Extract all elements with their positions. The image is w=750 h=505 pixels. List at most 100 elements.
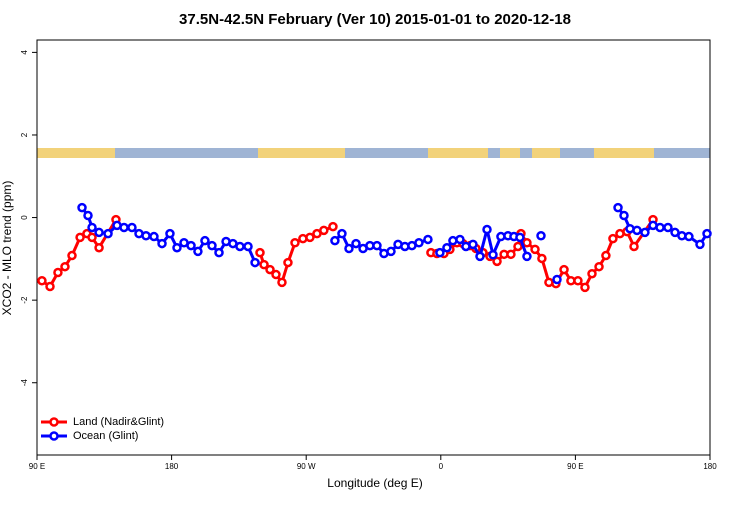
data-point (277, 277, 287, 288)
chart-title: 37.5N-42.5N February (Ver 10) 2015-01-01… (179, 11, 571, 28)
data-point (372, 240, 382, 251)
data-point (94, 242, 104, 253)
data-point (94, 227, 104, 238)
data-point (640, 227, 650, 238)
data-point (243, 241, 253, 252)
data-point (455, 234, 465, 245)
x-tick-label: 0 (439, 462, 444, 471)
data-point (250, 257, 260, 268)
data-point (702, 228, 712, 239)
data-point (193, 246, 203, 257)
x-tick-label: 180 (703, 462, 717, 471)
data-point (482, 224, 492, 235)
data-point (259, 259, 269, 270)
data-point (506, 249, 516, 260)
data-point (60, 261, 70, 272)
data-point (684, 231, 694, 242)
data-point (165, 228, 175, 239)
data-point (344, 243, 354, 254)
data-point (45, 281, 55, 292)
plot-frame (36, 39, 711, 456)
x-tick-label: 180 (165, 462, 179, 471)
data-point (172, 242, 182, 253)
data-point (283, 257, 293, 268)
data-point (200, 235, 210, 246)
data-point (235, 241, 245, 252)
y-tick-label: 4 (20, 50, 29, 55)
data-point (337, 228, 347, 239)
data-point (655, 222, 665, 233)
data-point (157, 238, 167, 249)
data-point (328, 221, 338, 232)
data-point (492, 256, 502, 267)
data-point (601, 250, 611, 261)
data-point (608, 233, 618, 244)
legend-label: Land (Nadir&Glint) (73, 416, 164, 428)
y-tick-label: 0 (20, 215, 29, 220)
data-point (414, 238, 424, 248)
data-point (119, 222, 129, 233)
data-point (386, 246, 396, 257)
y-tick-label: 2 (20, 132, 29, 137)
data-point (330, 235, 340, 246)
data-point (255, 247, 265, 258)
data-point (619, 210, 629, 221)
y-tick-label: -4 (20, 379, 29, 387)
data-point (186, 240, 196, 251)
x-tick-label: 90 E (29, 462, 45, 471)
data-point (613, 202, 623, 213)
data-point (87, 232, 97, 243)
data-point (423, 234, 433, 245)
data-point (53, 267, 63, 278)
data-point (67, 250, 77, 261)
data-point (442, 242, 452, 253)
legend-label: Ocean (Glint) (73, 430, 138, 442)
data-point (319, 225, 329, 236)
x-tick-label: 90 E (567, 462, 583, 471)
x-axis-label: Longitude (deg E) (327, 476, 422, 490)
data-point (103, 228, 113, 239)
y-axis-label: XCO2 - MLO trend (ppm) (0, 181, 14, 316)
data-point (475, 251, 485, 262)
data-point (305, 232, 315, 243)
data-point (77, 202, 87, 213)
data-point (663, 222, 673, 233)
data-point (468, 239, 478, 250)
data-point (695, 239, 705, 250)
data-point (75, 232, 85, 243)
data-point (214, 247, 224, 258)
data-point (559, 264, 569, 275)
legend-marker (49, 431, 59, 441)
data-point (83, 210, 93, 221)
data-point (530, 244, 540, 255)
data-point (149, 231, 159, 242)
data-point (271, 269, 281, 280)
legend-marker (49, 417, 59, 427)
x-tick-label: 90 W (297, 462, 316, 471)
data-point (632, 225, 642, 236)
data-point (513, 241, 523, 252)
data-point (522, 251, 532, 262)
data-point (587, 268, 597, 279)
data-point (37, 275, 47, 286)
data-point (87, 222, 97, 233)
data-point (141, 230, 151, 241)
data-point (573, 275, 583, 286)
data-point (435, 247, 445, 258)
data-point (265, 264, 275, 275)
data-point (351, 238, 361, 249)
data-point (552, 274, 562, 285)
data-point (127, 222, 137, 233)
data-point (207, 240, 217, 251)
data-point (515, 232, 525, 243)
map-strip (37, 148, 710, 158)
data-point (629, 241, 639, 252)
data-point (522, 238, 532, 248)
data-point (290, 238, 300, 248)
data-point (536, 230, 546, 241)
data-point (488, 249, 498, 260)
data-point (580, 282, 590, 293)
data-point (594, 261, 604, 272)
data-point (537, 253, 547, 264)
